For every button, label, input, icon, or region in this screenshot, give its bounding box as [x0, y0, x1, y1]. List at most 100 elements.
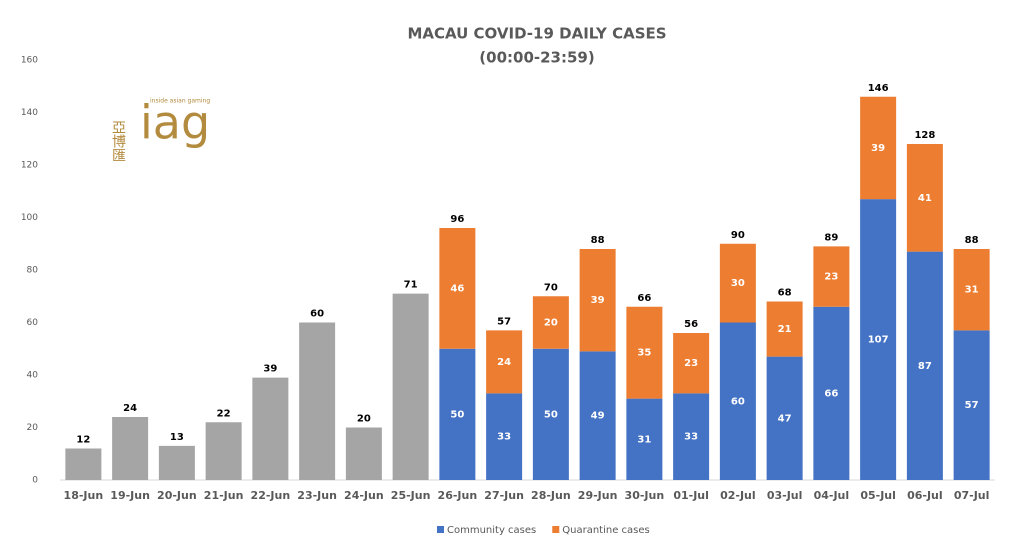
bar-segment: [766, 301, 803, 357]
bar-segment: [906, 251, 943, 480]
bar-label: 22: [217, 408, 231, 419]
x-tick-label: 26-Jun: [438, 489, 478, 502]
logo-tagline: inside asian gaming: [150, 98, 210, 105]
bar-segment: [65, 448, 102, 480]
x-tick-label: 24-Jun: [344, 489, 384, 502]
bar-segment: [953, 249, 990, 331]
total-label: 89: [824, 232, 838, 243]
total-label: 88: [965, 235, 979, 246]
total-label: 96: [450, 214, 464, 225]
bar-segment: [813, 246, 850, 307]
bar-label: 39: [263, 364, 277, 375]
bar-segment: [392, 293, 429, 480]
bar-segment: [719, 243, 756, 323]
x-tick-label: 06-Jul: [907, 489, 943, 502]
bar-segment: [626, 398, 663, 480]
segment-label: 41: [918, 193, 932, 204]
x-tick-label: 02-Jul: [720, 489, 756, 502]
y-tick-label: 40: [27, 371, 39, 381]
bar-segment: [579, 351, 616, 480]
x-tick-label: 22-Jun: [251, 489, 291, 502]
segment-label: 49: [591, 411, 605, 422]
y-tick-label: 160: [21, 56, 38, 66]
x-tick-label: 29-Jun: [578, 489, 618, 502]
segment-label: 57: [965, 400, 979, 411]
segment-label: 30: [731, 278, 745, 289]
total-label: 88: [591, 235, 605, 246]
logo-chinese: 亞博匯: [110, 120, 126, 162]
bar-segment: [906, 144, 943, 252]
logo-text: iag: [140, 96, 210, 150]
segment-label: 31: [965, 285, 979, 296]
x-tick-label: 23-Jun: [297, 489, 337, 502]
bar-segment: [205, 422, 242, 480]
bar-label: 20: [357, 414, 371, 425]
bar-segment: [860, 96, 897, 200]
segment-label: 33: [684, 432, 698, 443]
segment-label: 24: [497, 357, 511, 368]
bar-label: 24: [123, 403, 137, 414]
segment-label: 20: [544, 318, 558, 329]
bar-label: 71: [404, 280, 418, 291]
bar-segment: [345, 427, 382, 480]
y-tick-label: 60: [27, 318, 39, 328]
total-label: 90: [731, 230, 745, 241]
y-tick-label: 100: [21, 213, 38, 223]
bar-label: 60: [310, 309, 324, 320]
x-tick-label: 28-Jun: [531, 489, 571, 502]
x-tick-label: 07-Jul: [954, 489, 990, 502]
segment-label: 46: [450, 283, 464, 294]
x-tick-label: 04-Jul: [814, 489, 850, 502]
segment-label: 21: [778, 324, 792, 335]
y-tick-label: 0: [32, 476, 38, 486]
bar-segment: [860, 199, 897, 480]
x-tick-label: 25-Jun: [391, 489, 431, 502]
x-tick-label: 20-Jun: [157, 489, 197, 502]
segment-label: 33: [497, 432, 511, 443]
bar-segment: [439, 228, 476, 349]
chart-subtitle: (00:00-23:59): [479, 49, 594, 67]
bar-segment: [719, 322, 756, 480]
x-tick-label: 21-Jun: [204, 489, 244, 502]
bar-segment: [112, 417, 149, 480]
segment-label: 50: [450, 409, 464, 420]
x-tick-label: 01-Jul: [673, 489, 709, 502]
segment-label: 23: [684, 358, 698, 369]
bar-segment: [813, 306, 850, 480]
bar-segment: [953, 330, 990, 480]
x-tick-label: 19-Jun: [110, 489, 150, 502]
bar-label: 13: [170, 432, 184, 443]
bar-segment: [673, 333, 710, 394]
segment-label: 31: [637, 434, 651, 445]
bar-segment: [626, 306, 663, 399]
legend-label: Quarantine cases: [562, 525, 649, 536]
segment-label: 50: [544, 409, 558, 420]
total-label: 70: [544, 282, 558, 293]
segment-label: 107: [868, 335, 889, 346]
chart-title: MACAU COVID-19 DAILY CASES: [407, 25, 666, 43]
segment-label: 47: [778, 413, 792, 424]
bar-segment: [486, 393, 523, 480]
total-label: 146: [868, 83, 889, 94]
bar-segment: [532, 348, 569, 480]
bar-segment: [532, 296, 569, 349]
total-label: 66: [637, 293, 651, 304]
segment-label: 39: [591, 295, 605, 306]
bar-segment: [579, 249, 616, 352]
legend-label: Community cases: [447, 525, 536, 536]
legend-swatch: [437, 526, 444, 533]
bar-segment: [673, 393, 710, 480]
total-label: 57: [497, 316, 511, 327]
y-tick-label: 80: [27, 266, 39, 276]
logo: 亞博匯 inside asian gaming iag: [110, 96, 210, 163]
y-tick-label: 20: [27, 423, 39, 433]
bar-segment: [439, 348, 476, 480]
bar-label: 12: [76, 435, 90, 446]
segment-label: 35: [637, 348, 651, 359]
bar-segment: [766, 356, 803, 480]
y-tick-label: 120: [21, 161, 38, 171]
legend-swatch: [552, 526, 560, 533]
x-tick-label: 27-Jun: [484, 489, 524, 502]
x-tick-label: 05-Jul: [860, 489, 896, 502]
